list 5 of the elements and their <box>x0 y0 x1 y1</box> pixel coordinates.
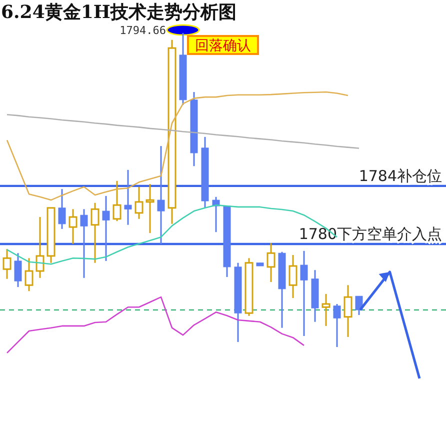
ref-line-label: 1784补仓位 <box>358 166 442 185</box>
annotation: 回落确认 <box>195 38 251 54</box>
ref-line-label: 1780下方空单介入点 <box>298 225 442 244</box>
annotation: 1794.66 <box>120 24 166 37</box>
chart-title: 6.24黄金1H技术走势分析图 <box>1 2 236 23</box>
